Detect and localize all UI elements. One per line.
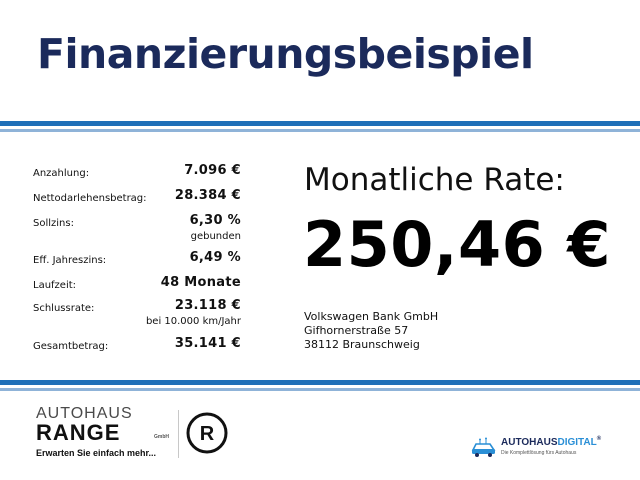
term-row-laufzeit: Laufzeit: 48 Monate bbox=[33, 276, 241, 296]
term-label: Eff. Jahreszins: bbox=[33, 255, 107, 266]
bank-city: 38112 Braunschweig bbox=[304, 338, 420, 351]
term-row-nettodarlehensbetrag: Nettodarlehensbetrag: 28.384 € bbox=[33, 189, 241, 209]
autohaus-digital-name-b: DIGITAL bbox=[557, 437, 597, 448]
bottom-divider-band bbox=[0, 380, 640, 391]
term-row-schlussrate: Schlussrate: 23.118 € bei 10.000 km/Jahr bbox=[33, 299, 241, 331]
logo-divider bbox=[178, 410, 179, 458]
car-circuit-icon bbox=[471, 437, 496, 457]
term-value: 23.118 € bbox=[174, 298, 241, 313]
term-label: Nettodarlehensbetrag: bbox=[33, 193, 147, 204]
autohaus-digital-logo: AUTOHAUSDIGITAL® Die Komplettlösung fürs… bbox=[470, 434, 610, 460]
term-value: 28.384 € bbox=[174, 188, 241, 203]
range-logo-line1: AUTOHAUS bbox=[36, 405, 133, 422]
page-title: Finanzierungsbeispiel bbox=[37, 30, 534, 78]
term-value: 6,30 % bbox=[189, 213, 241, 228]
range-claim: Erwarten Sie einfach mehr... bbox=[36, 448, 157, 458]
autohaus-digital-tagline: Die Komplettlösung fürs Autohaus bbox=[501, 450, 577, 456]
autohaus-digital-wordmark: AUTOHAUSDIGITAL® bbox=[501, 436, 602, 448]
term-label: Schlussrate: bbox=[33, 303, 95, 314]
term-row-anzahlung: Anzahlung: 7.096 € bbox=[33, 164, 241, 184]
bank-address: Volkswagen Bank GmbH Gifhornerstraße 57 … bbox=[304, 310, 438, 352]
term-value: 35.141 € bbox=[174, 336, 241, 351]
bank-street: Gifhornerstraße 57 bbox=[304, 324, 409, 337]
term-value: 7.096 € bbox=[184, 163, 241, 178]
autohaus-range-logo: AUTOHAUS RANGE GmbH Erwarten Sie einfach… bbox=[36, 406, 172, 462]
term-row-eff-jahreszins: Eff. Jahreszins: 6,49 % bbox=[33, 251, 241, 271]
range-emblem-icon: R bbox=[186, 412, 228, 454]
term-row-gesamtbetrag: Gesamtbetrag: 35.141 € bbox=[33, 337, 241, 357]
registered-mark: ® bbox=[596, 436, 602, 442]
term-note: bei 10.000 km/Jahr bbox=[145, 316, 241, 327]
term-row-sollzins: Sollzins: 6,30 % gebunden bbox=[33, 214, 241, 246]
range-emblem-letter: R bbox=[200, 423, 215, 445]
term-value: 6,49 % bbox=[189, 250, 241, 265]
bank-name: Volkswagen Bank GmbH bbox=[304, 310, 439, 323]
term-label: Anzahlung: bbox=[33, 168, 90, 179]
term-label: Laufzeit: bbox=[33, 280, 77, 291]
range-logo-line2: RANGE GmbH bbox=[36, 422, 172, 444]
top-divider-band bbox=[0, 121, 640, 132]
term-label: Sollzins: bbox=[33, 218, 74, 229]
range-logo-legal: GmbH bbox=[154, 434, 169, 440]
term-note: gebunden bbox=[190, 231, 241, 242]
autohaus-digital-name-a: AUTOHAUS bbox=[501, 437, 558, 448]
monthly-rate-label: Monatliche Rate: bbox=[304, 162, 565, 198]
term-label: Gesamtbetrag: bbox=[33, 341, 109, 352]
range-logo-wordmark: RANGE bbox=[36, 420, 121, 445]
monthly-rate-value: 250,46 € bbox=[303, 208, 611, 281]
term-value: 48 Monate bbox=[160, 275, 241, 290]
